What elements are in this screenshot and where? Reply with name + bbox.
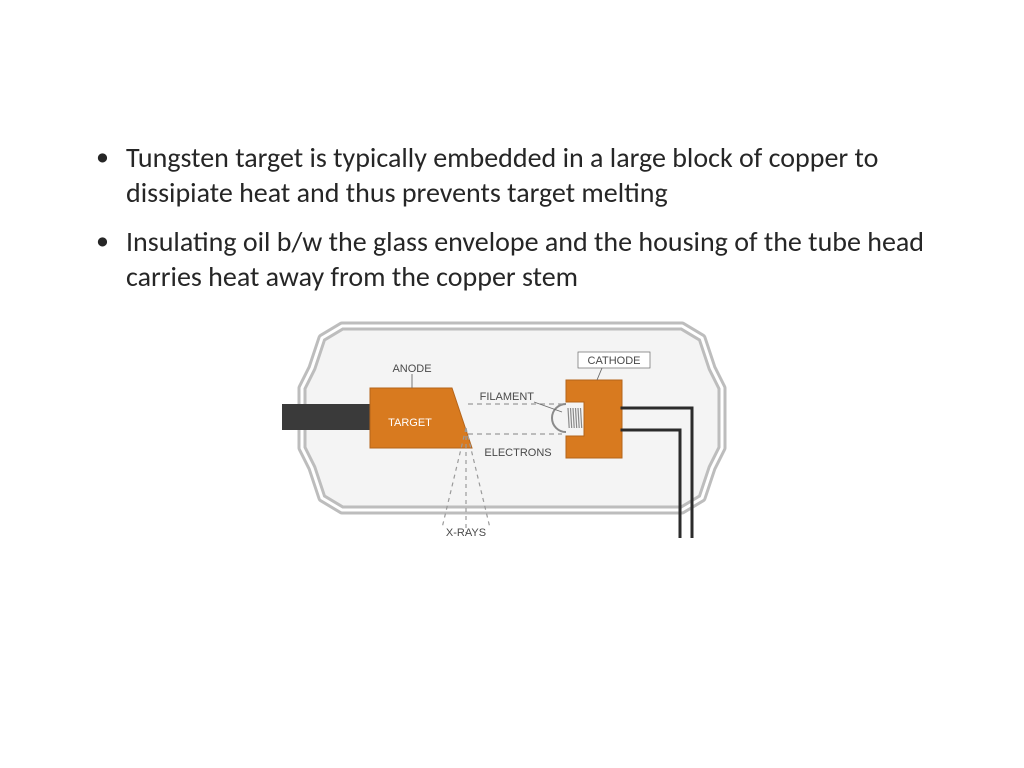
svg-text:CATHODE: CATHODE <box>588 355 641 367</box>
bullet-item: Tungsten target is typically embedded in… <box>90 140 934 210</box>
svg-text:TARGET: TARGET <box>388 417 432 429</box>
svg-text:X-RAYS: X-RAYS <box>446 527 486 538</box>
svg-text:ELECTRONS: ELECTRONS <box>484 447 551 459</box>
slide-body: Tungsten target is typically embedded in… <box>0 0 1024 538</box>
bullet-list: Tungsten target is typically embedded in… <box>90 140 934 294</box>
xray-tube-diagram: ANODE TARGET CATHODE FILAMENT ELECTRONS X-RAY… <box>262 308 762 538</box>
tube-svg: ANODE TARGET CATHODE FILAMENT ELECTRONS X-RAY… <box>262 308 762 538</box>
svg-text:FILAMENT: FILAMENT <box>480 391 535 403</box>
svg-text:ANODE: ANODE <box>392 363 431 375</box>
bullet-item: Insulating oil b/w the glass envelope an… <box>90 224 934 294</box>
